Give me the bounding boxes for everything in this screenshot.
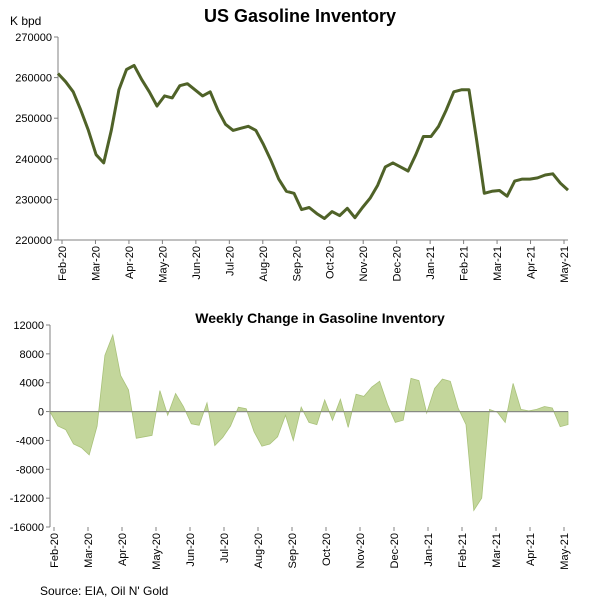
x-tick-label: Oct-20 (321, 533, 333, 566)
x-tick-label: Mar-20 (83, 533, 95, 568)
y-tick-label: 270000 (15, 32, 52, 44)
x-tick-label: Apr-20 (124, 246, 136, 279)
chart2-title: Weekly Change in Gasoline Inventory (195, 310, 445, 326)
x-tick-label: Feb-20 (57, 246, 69, 281)
y-tick-label: 4000 (20, 378, 44, 390)
x-tick-label: Mar-20 (90, 246, 102, 281)
y-tick-label: 260000 (15, 73, 52, 85)
x-tick-label: Jan-21 (423, 533, 435, 567)
y-tick-label: -12000 (10, 493, 44, 505)
y-tick-label: 230000 (15, 194, 52, 206)
x-tick-label: Jun-20 (191, 246, 203, 280)
x-tick-label: Apr-21 (525, 533, 537, 566)
x-tick-label: Jun-20 (185, 533, 197, 567)
y-axis-unit-label: K bpd (10, 14, 42, 28)
x-tick-label: Nov-20 (358, 246, 370, 281)
y-tick-label: 12000 (13, 320, 44, 332)
x-tick-label: Apr-21 (526, 246, 538, 279)
x-tick-label: Apr-20 (117, 533, 129, 566)
x-tick-label: May-21 (559, 246, 571, 283)
y-tick-label: 240000 (15, 154, 52, 166)
y-tick-label: -4000 (16, 435, 44, 447)
x-tick-label: Jul-20 (219, 533, 231, 563)
x-tick-label: Aug-20 (258, 246, 270, 281)
x-tick-label: May-20 (157, 246, 169, 283)
x-tick-label: Feb-20 (49, 533, 61, 568)
x-tick-label: Feb-21 (459, 246, 471, 281)
x-tick-label: Sep-20 (287, 533, 299, 568)
x-tick-label: Aug-20 (253, 533, 265, 568)
chart-title: US Gasoline Inventory (203, 6, 397, 26)
x-tick-label: May-21 (559, 533, 571, 570)
x-tick-label: Mar-21 (491, 533, 503, 568)
x-tick-label: Mar-21 (492, 246, 504, 281)
x-tick-label: Nov-20 (355, 533, 367, 568)
x-tick-label: May-20 (151, 533, 163, 570)
y-tick-label: -8000 (16, 464, 44, 476)
y-tick-label: -16000 (10, 522, 44, 534)
x-tick-label: Dec-20 (392, 246, 404, 281)
x-tick-label: Oct-20 (325, 246, 337, 279)
weekly-change-area (49, 333, 569, 512)
y-tick-label: 220000 (15, 235, 52, 247)
y-tick-label: 8000 (20, 349, 44, 361)
x-tick-label: Jul-20 (224, 246, 236, 276)
y-tick-label: 0 (38, 407, 44, 419)
source-note: Source: EIA, Oil N' Gold (40, 584, 169, 598)
x-tick-label: Jan-21 (425, 246, 437, 280)
inventory-line (56, 63, 570, 220)
x-tick-label: Feb-21 (457, 533, 469, 568)
x-tick-label: Sep-20 (291, 246, 303, 281)
x-tick-label: Dec-20 (389, 533, 401, 568)
y-tick-label: 250000 (15, 113, 52, 125)
